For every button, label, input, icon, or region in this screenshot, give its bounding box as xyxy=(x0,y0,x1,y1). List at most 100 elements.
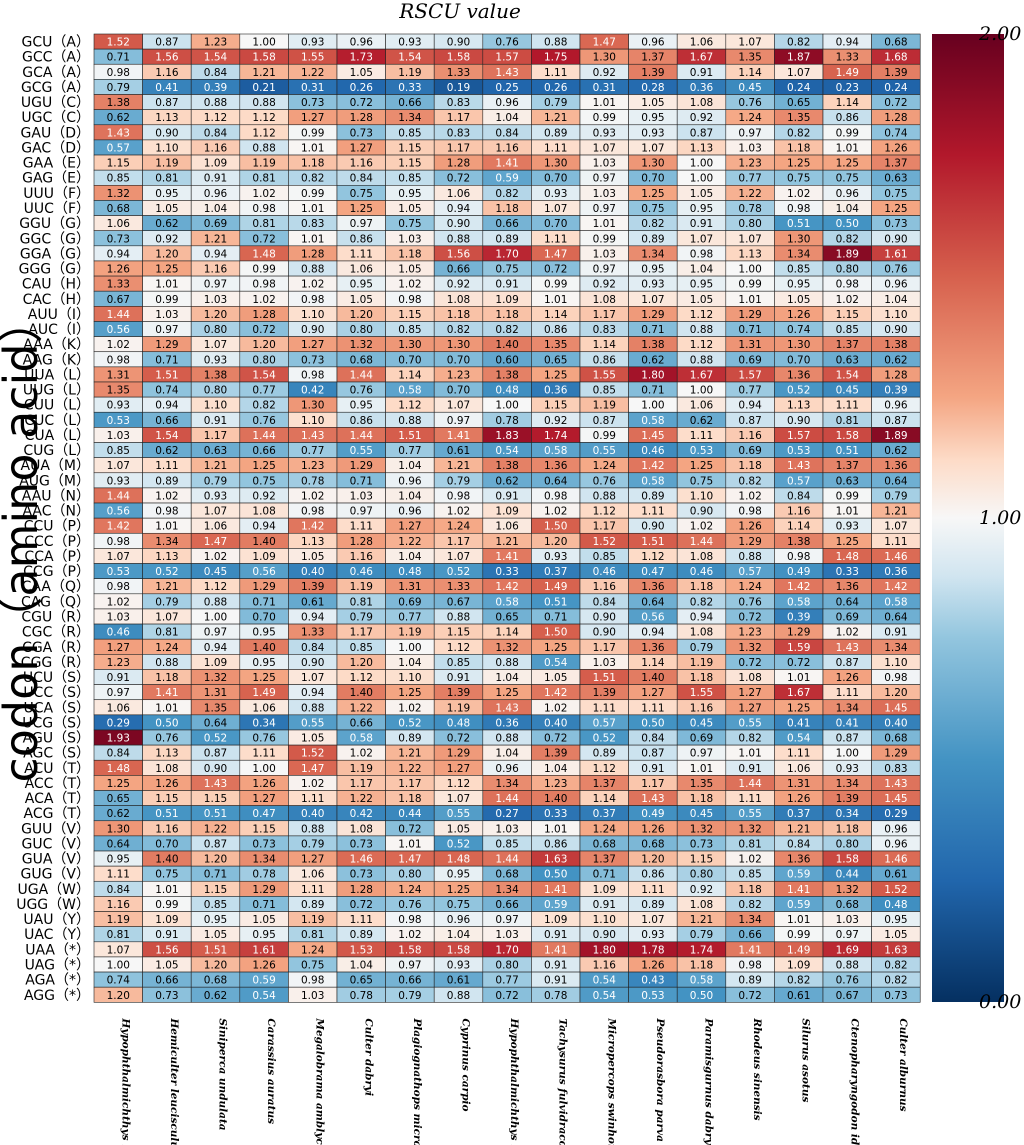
cell-value-label: 0.23 xyxy=(836,82,859,94)
cell-value-label: 0.62 xyxy=(107,808,130,820)
cell-value-label: 1.67 xyxy=(690,52,713,64)
cell-value-label: 0.87 xyxy=(641,748,664,760)
cell-value-label: 1.16 xyxy=(593,581,617,593)
cell-value-label: 1.15 xyxy=(398,158,421,170)
cell-value-label: 0.72 xyxy=(350,899,373,911)
cell-value-label: 0.98 xyxy=(690,248,713,260)
cell-value-label: 1.54 xyxy=(398,52,422,64)
cell-value-label: 1.31 xyxy=(107,369,130,381)
cell-value-label: 1.46 xyxy=(350,854,374,866)
cell-value-label: 0.91 xyxy=(593,899,616,911)
cell-value-label: 1.21 xyxy=(155,581,178,593)
cell-value-label: 1.21 xyxy=(204,460,227,472)
cell-value-label: 0.29 xyxy=(884,808,907,820)
cell-value-label: 0.91 xyxy=(204,415,227,427)
cell-value-label: 1.47 xyxy=(593,37,616,49)
column-label: Silurus asotus xyxy=(800,1018,812,1102)
cell-value-label: 1.07 xyxy=(447,400,470,412)
cell-value-label: 1.05 xyxy=(350,294,373,306)
cell-value-label: 1.52 xyxy=(884,884,907,896)
cell-value-label: 0.79 xyxy=(690,642,713,654)
cell-value-label: 1.39 xyxy=(544,748,567,760)
cell-value-label: 0.80 xyxy=(738,218,761,230)
cell-value-label: 1.16 xyxy=(155,823,179,835)
cell-value-label: 1.07 xyxy=(641,914,664,926)
cell-value-label: 1.51 xyxy=(398,430,421,442)
cell-value-label: 1.15 xyxy=(204,793,227,805)
cell-value-label: 0.70 xyxy=(398,354,421,366)
cell-value-label: 0.99 xyxy=(593,430,616,442)
cell-value-label: 1.44 xyxy=(252,430,276,442)
cell-value-label: 0.99 xyxy=(544,279,567,291)
cell-value-label: 1.06 xyxy=(350,264,374,276)
cell-value-label: 1.25 xyxy=(641,188,664,200)
cell-value-label: 0.87 xyxy=(836,733,859,745)
cell-value-label: 0.64 xyxy=(107,838,131,850)
cell-value-label: 1.00 xyxy=(690,173,713,185)
cell-value-label: 1.05 xyxy=(398,203,421,215)
cell-value-label: 0.95 xyxy=(204,914,227,926)
cell-value-label: 0.66 xyxy=(495,218,519,230)
cell-value-label: 1.16 xyxy=(787,506,811,518)
cell-value-label: 1.34 xyxy=(495,778,519,790)
cell-value-label: 1.11 xyxy=(301,793,324,805)
cell-value-label: 1.39 xyxy=(641,67,664,79)
cell-value-label: 0.68 xyxy=(495,869,518,881)
cell-value-label: 1.43 xyxy=(641,793,664,805)
cell-value-label: 1.40 xyxy=(641,672,664,684)
cell-value-label: 1.05 xyxy=(301,551,324,563)
cell-value-label: 1.38 xyxy=(884,339,907,351)
cell-value-label: 0.70 xyxy=(641,173,664,185)
cell-value-label: 1.93 xyxy=(107,733,130,745)
cell-value-label: 0.33 xyxy=(836,566,859,578)
cell-value-label: 1.01 xyxy=(593,218,616,230)
cell-value-label: 0.37 xyxy=(544,566,567,578)
cell-value-label: 1.31 xyxy=(204,687,227,699)
cell-value-label: 1.42 xyxy=(107,521,130,533)
cell-value-label: 1.06 xyxy=(690,37,714,49)
cell-value-label: 0.84 xyxy=(204,127,228,139)
cell-value-label: 0.62 xyxy=(155,218,178,230)
cell-value-label: 1.11 xyxy=(641,884,664,896)
cell-value-label: 1.15 xyxy=(398,142,421,154)
cell-value-label: 0.89 xyxy=(495,233,518,245)
cell-value-label: 1.02 xyxy=(107,596,130,608)
cell-value-label: 1.08 xyxy=(593,294,616,306)
cell-value-label: 1.07 xyxy=(641,142,664,154)
cell-value-label: 1.11 xyxy=(301,884,324,896)
cell-value-label: 0.92 xyxy=(252,490,275,502)
cell-value-label: 0.91 xyxy=(544,959,567,971)
cell-value-label: 1.58 xyxy=(252,52,275,64)
cell-value-label: 0.88 xyxy=(398,415,421,427)
cell-value-label: 0.57 xyxy=(787,475,810,487)
cell-value-label: 1.28 xyxy=(350,884,373,896)
cell-value-label: 1.36 xyxy=(544,460,568,472)
cell-value-label: 1.02 xyxy=(738,490,761,502)
cell-value-label: 0.91 xyxy=(884,627,907,639)
cell-value-label: 1.08 xyxy=(690,551,713,563)
cell-value-label: 1.44 xyxy=(690,536,714,548)
cell-value-label: 1.18 xyxy=(447,309,470,321)
cell-value-label: 0.82 xyxy=(787,975,810,987)
colorbar: 2.00 1.00 0.00 xyxy=(932,23,1021,1013)
cell-value-label: 0.42 xyxy=(350,808,373,820)
cell-value-label: 1.10 xyxy=(301,415,324,427)
cell-value-label: 1.20 xyxy=(350,309,373,321)
cell-value-label: 1.16 xyxy=(738,430,762,442)
cell-value-label: 0.80 xyxy=(204,385,227,397)
cell-value-label: 0.69 xyxy=(398,596,421,608)
cell-value-label: 0.85 xyxy=(350,642,373,654)
cell-value-label: 0.68 xyxy=(641,838,664,850)
cell-value-label: 0.91 xyxy=(690,67,713,79)
cell-value-label: 1.61 xyxy=(884,248,907,260)
cell-value-label: 1.12 xyxy=(204,112,227,124)
row-label: UGU（C） xyxy=(21,95,90,111)
cell-value-label: 0.97 xyxy=(738,127,761,139)
cell-value-label: 0.73 xyxy=(107,233,130,245)
cell-value-label: 1.38 xyxy=(204,369,227,381)
cell-value-label: 0.52 xyxy=(447,838,470,850)
cell-value-label: 0.64 xyxy=(884,612,908,624)
cell-value-label: 0.82 xyxy=(884,975,907,987)
cell-value-label: 1.13 xyxy=(155,551,178,563)
